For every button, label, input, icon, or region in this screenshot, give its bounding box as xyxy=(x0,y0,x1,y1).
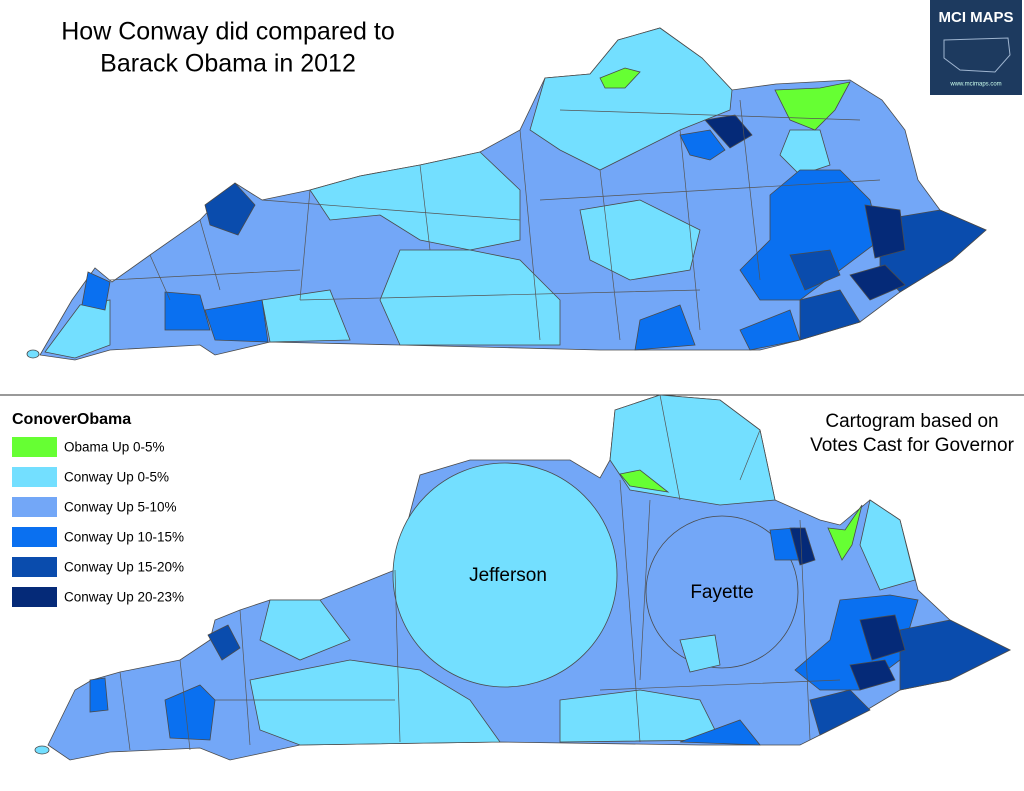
region xyxy=(81,271,111,311)
region xyxy=(859,499,916,591)
legend-label: Conway Up 15-20% xyxy=(64,560,184,575)
region xyxy=(679,129,726,161)
region xyxy=(164,684,216,741)
region xyxy=(259,599,351,661)
legend-label: Conway Up 10-15% xyxy=(64,530,184,545)
region xyxy=(164,291,211,331)
legend-swatch xyxy=(12,527,57,547)
legend-label: Conway Up 20-23% xyxy=(64,590,184,605)
map-label: Fayette xyxy=(690,582,753,603)
legend-swatch xyxy=(12,467,57,487)
legend-swatch xyxy=(12,497,57,517)
region xyxy=(704,114,753,149)
region xyxy=(261,289,351,343)
region xyxy=(679,634,721,673)
logo: MCI MAPS www.mcimaps.com xyxy=(930,0,1022,95)
region xyxy=(204,182,256,236)
note-line: Votes Cast for Governor xyxy=(810,435,1014,456)
logo-url: www.mcimaps.com xyxy=(949,82,1001,88)
region xyxy=(809,689,871,736)
legend-label: Conway Up 0-5% xyxy=(64,470,169,485)
region xyxy=(204,299,269,343)
region xyxy=(899,619,1011,691)
region xyxy=(609,394,776,506)
jefferson xyxy=(392,462,618,688)
legend-label: Obama Up 0-5% xyxy=(64,440,165,455)
region xyxy=(849,659,896,691)
region xyxy=(559,689,721,743)
region xyxy=(599,67,641,89)
island xyxy=(26,349,40,359)
region xyxy=(827,504,863,561)
logo-map xyxy=(943,37,1011,73)
logo-name: MCI MAPS xyxy=(939,9,1014,26)
region xyxy=(207,624,241,661)
county-borders xyxy=(119,394,841,751)
map-label: Jefferson xyxy=(469,565,547,586)
region xyxy=(619,469,670,493)
region xyxy=(309,151,521,251)
kentucky-map xyxy=(26,27,987,361)
legend-label: Conway Up 5-10% xyxy=(64,500,177,515)
region xyxy=(849,264,906,301)
region xyxy=(679,719,761,746)
region xyxy=(799,289,861,341)
region xyxy=(249,659,501,746)
county-borders xyxy=(109,99,881,341)
legend-swatch xyxy=(12,557,57,577)
region xyxy=(859,614,906,661)
legend-title: ConoverObama xyxy=(12,411,131,428)
region xyxy=(634,304,696,351)
island xyxy=(34,745,50,755)
cartogram xyxy=(34,394,1011,761)
region xyxy=(579,199,701,281)
fayette xyxy=(645,515,799,669)
legend-swatch xyxy=(12,587,57,607)
legend-swatch xyxy=(12,437,57,457)
legend: ConoverObama Obama Up 0-5% Conway Up 0-5%… xyxy=(12,411,184,607)
title-line: How Conway did compared to xyxy=(61,18,395,46)
title-line: Barack Obama in 2012 xyxy=(100,50,356,78)
region xyxy=(789,527,816,566)
region xyxy=(789,249,841,291)
region xyxy=(89,677,109,713)
region xyxy=(739,169,881,301)
region xyxy=(864,204,906,259)
note-line: Cartogram based on xyxy=(825,411,998,432)
region xyxy=(529,27,733,171)
region xyxy=(379,249,561,346)
logo-background xyxy=(930,0,1022,95)
